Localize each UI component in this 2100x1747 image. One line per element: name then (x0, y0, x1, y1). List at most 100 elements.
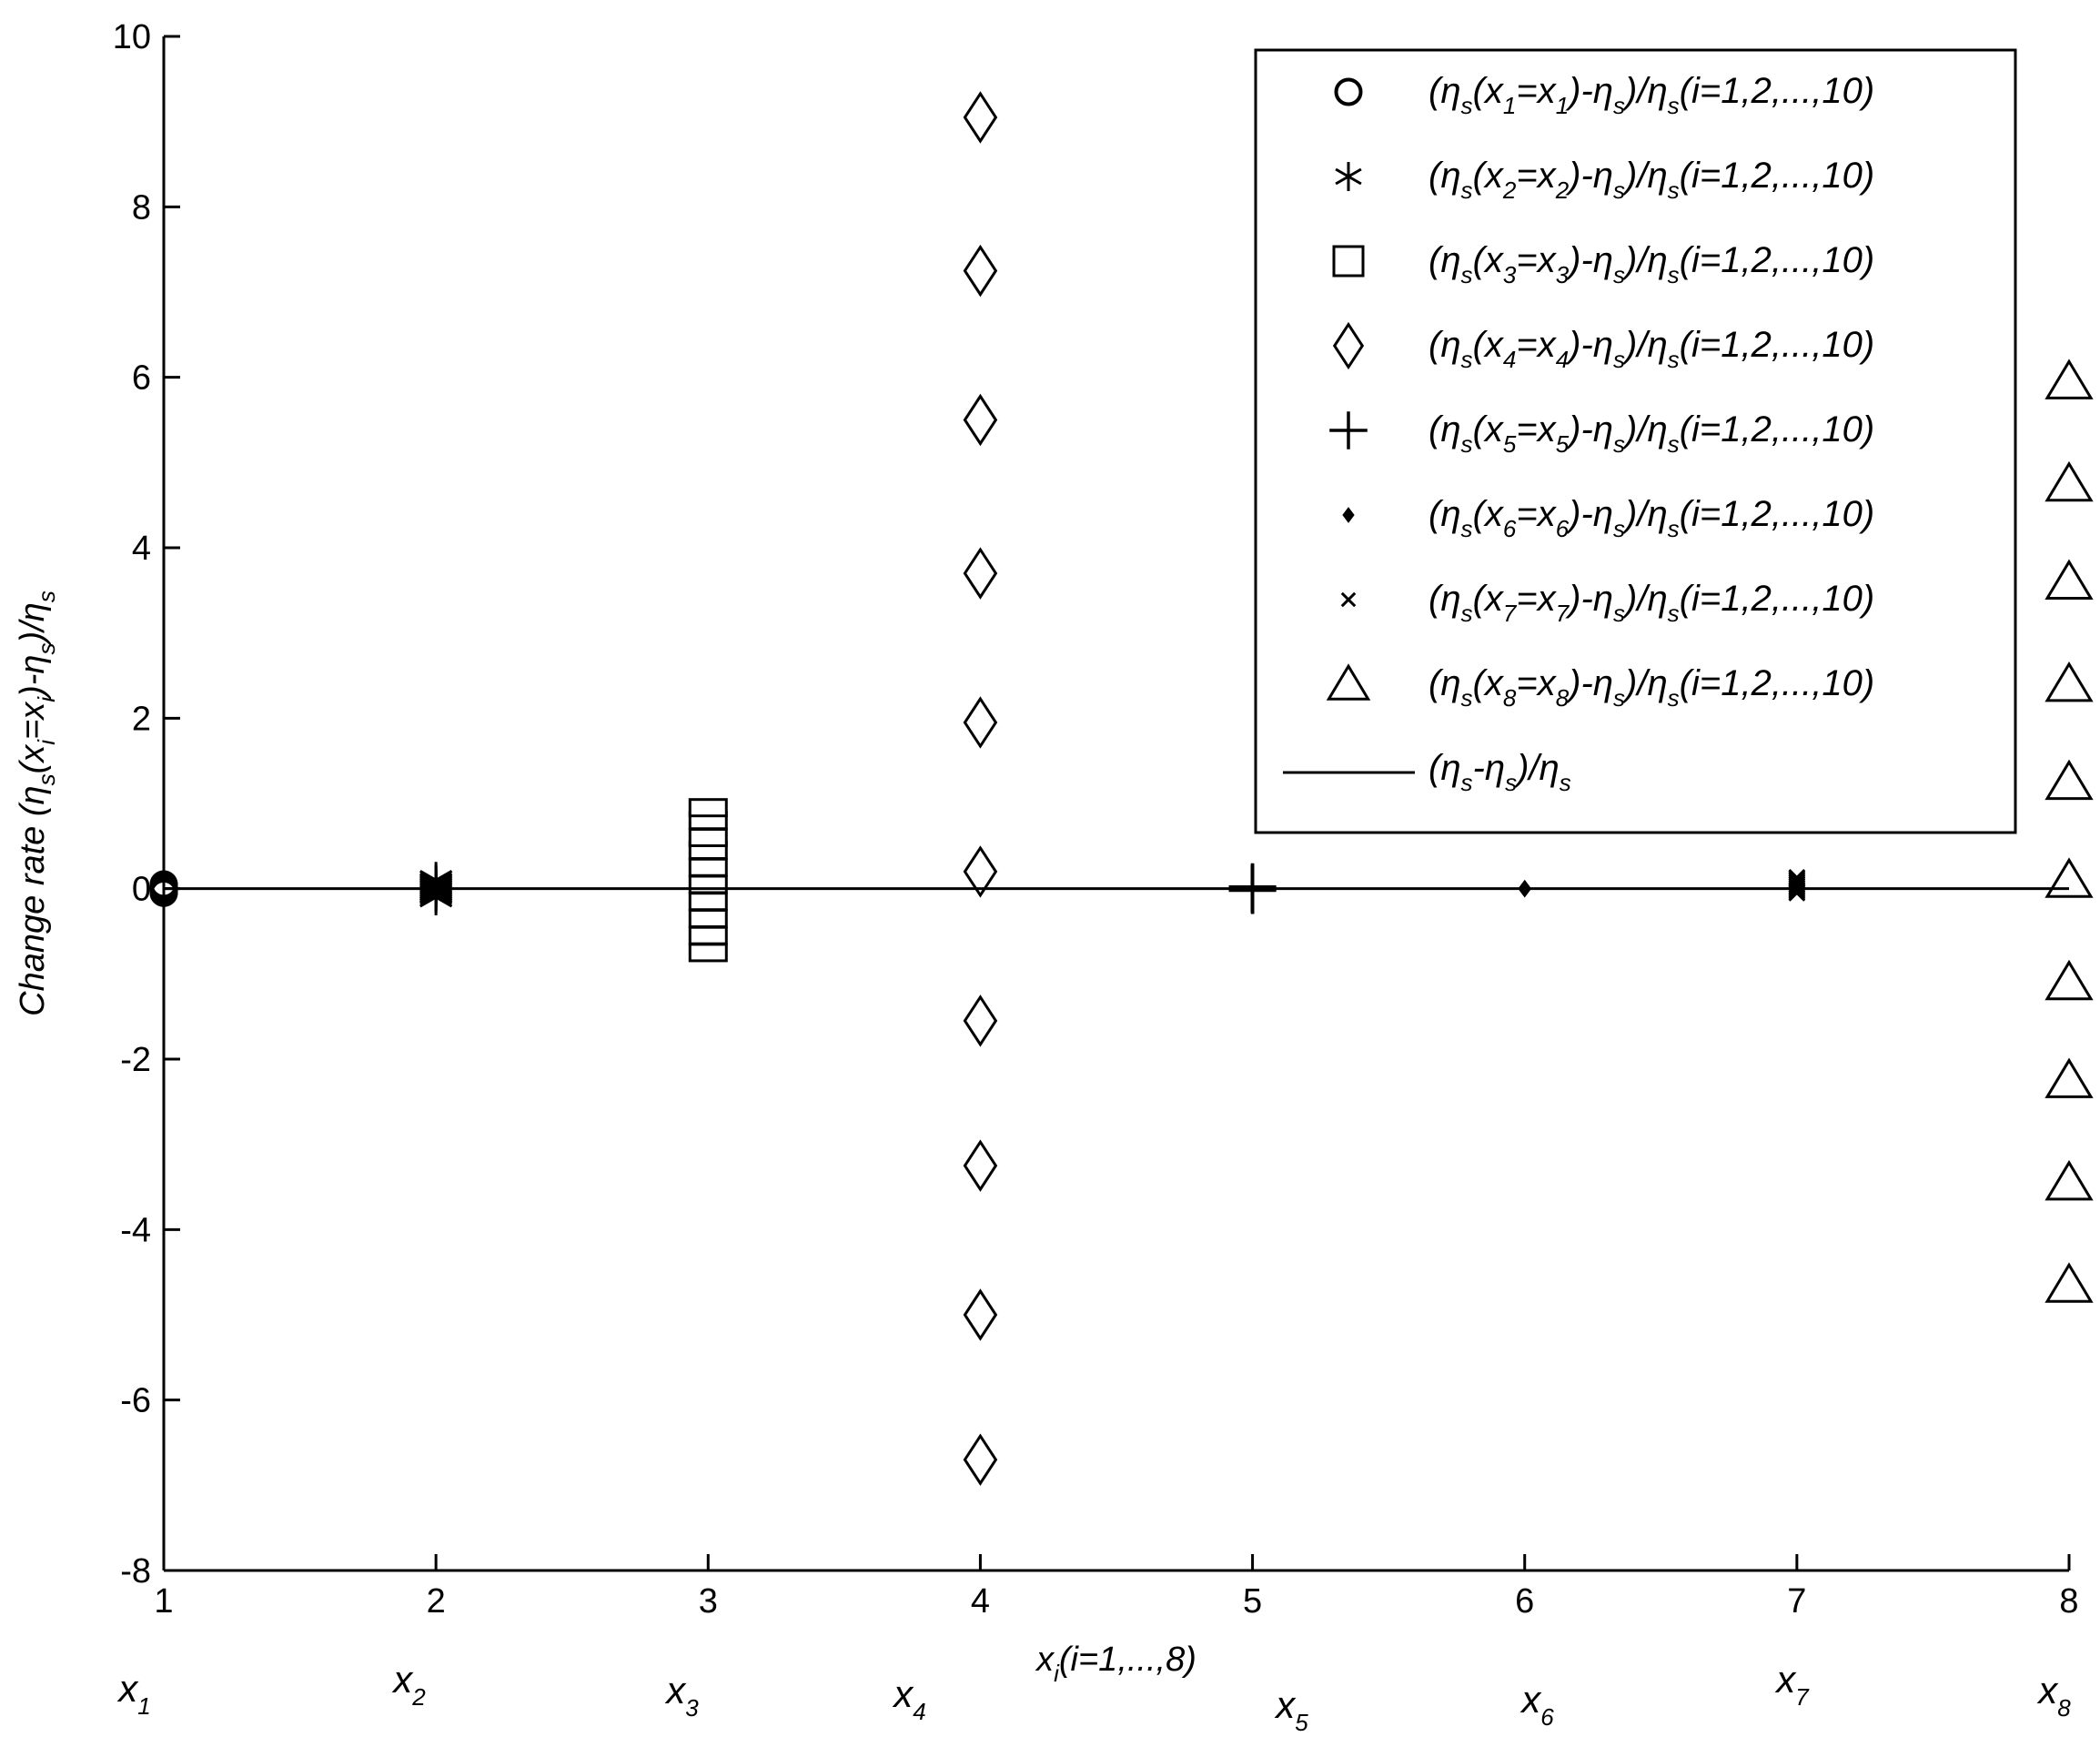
y-tick-label: 2 (132, 700, 151, 738)
marker-x (1340, 591, 1357, 608)
y-tick-label: 0 (132, 871, 151, 909)
y-tick-label: 6 (132, 359, 151, 398)
marker-triangle (2044, 460, 2094, 502)
series-8 (2044, 358, 2094, 1303)
legend-label: (ηs(x5=x5)-ηs)/ηs(i=1,2,...,10) (1429, 409, 1874, 458)
x-variable-label: x1 (116, 1667, 150, 1720)
y-tick-label: 8 (132, 188, 151, 227)
marker-triangle (2044, 1057, 2094, 1098)
y-tick-label: -8 (120, 1552, 151, 1590)
x-tick-label: 8 (2059, 1582, 2078, 1621)
marker-asterisk (419, 862, 453, 899)
marker-diamond (963, 995, 998, 1047)
marker-diamond (963, 393, 998, 447)
marker-circle (149, 870, 178, 899)
marker-square (688, 908, 728, 928)
marker-asterisk (1335, 162, 1362, 191)
marker-plus (1329, 411, 1368, 449)
axes (162, 36, 2069, 1572)
series-1 (149, 870, 178, 907)
y-tick-label: 10 (113, 18, 151, 56)
x-variable-label: x2 (391, 1658, 426, 1711)
marker-diamond (963, 244, 998, 298)
legend-label: (ηs(x7=x7)-ηs)/ηs(i=1,2,...,10) (1429, 579, 1874, 627)
marker-square (688, 874, 728, 894)
marker-diamond (963, 696, 998, 749)
legend-entry: (ηs(x1=x1)-ηs)/ηs(i=1,2,...,10) (1334, 71, 1874, 119)
y-axis-label-text: Change rate (ηs(xi=xi)-ηs)/ηs (14, 591, 60, 1016)
y-tick-label: -6 (120, 1382, 151, 1420)
marker-square (688, 798, 728, 818)
legend-label: (ηs-ηs)/ηs (1429, 748, 1571, 796)
x-axis-label: xi(i=1,...,8) (1035, 1641, 1196, 1687)
marker-x (1788, 869, 1806, 886)
x-tick-label: 7 (1787, 1582, 1806, 1621)
legend-entry: (ηs(x6=x6)-ηs)/ηs(i=1,2,...,10) (1342, 494, 1874, 542)
marker-triangle (2044, 959, 2094, 1001)
legend-entry: (ηs(x5=x5)-ηs)/ηs(i=1,2,...,10) (1329, 409, 1874, 458)
marker-diamond (1332, 321, 1365, 370)
x-tick-label: 3 (699, 1582, 718, 1621)
legend-label: (ηs(x1=x1)-ηs)/ηs(i=1,2,...,10) (1429, 71, 1874, 119)
legend-entry: (ηs(x7=x7)-ηs)/ηs(i=1,2,...,10) (1340, 579, 1874, 627)
marker-triangle (2044, 661, 2094, 702)
marker-diamond (963, 91, 998, 144)
x-variable-label: x7 (1774, 1658, 1810, 1711)
marker-diamond (963, 547, 998, 600)
x-variable-label: x3 (664, 1669, 699, 1722)
marker-diamond (963, 845, 998, 898)
x-ticks: 1 2 3 4 5 6 7 8 (154, 1554, 2079, 1621)
x-axis-label-text: xi(i=1,...,8) (1035, 1641, 1196, 1687)
marker-circle (1334, 77, 1363, 106)
y-tick-label: -2 (120, 1041, 151, 1079)
series-layer (149, 91, 2094, 1486)
legend-box (1254, 48, 2017, 834)
marker-diamond (963, 1139, 998, 1192)
marker-triangle (2044, 759, 2094, 801)
legend-label: (ηs(x2=x2)-ηs)/ηs(i=1,2,...,10) (1429, 156, 1874, 204)
x-tick-label: 2 (427, 1582, 446, 1621)
x-tick-label: 6 (1515, 1582, 1534, 1621)
marker-triangle (2044, 358, 2094, 399)
legend-entry: (ηs-ηs)/ηs (1283, 748, 1571, 796)
legend-label: (ηs(x6=x6)-ηs)/ηs(i=1,2,...,10) (1429, 494, 1874, 542)
marker-triangle (2044, 1262, 2094, 1303)
legend-entry: (ηs(x2=x2)-ηs)/ηs(i=1,2,...,10) (1335, 156, 1874, 204)
marker-square (688, 827, 728, 847)
y-tick-label: 4 (132, 530, 151, 568)
x-tick-label: 4 (971, 1582, 990, 1621)
x-tick-label: 1 (154, 1582, 173, 1621)
legend-entry: (ηs(x8=x8)-ηs)/ηs(i=1,2,...,10) (1326, 663, 1874, 712)
x-tick-label: 5 (1243, 1582, 1262, 1621)
marker-triangle (2044, 559, 2094, 600)
y-axis-label: Change rate (ηs(xi=xi)-ηs)/ηs (14, 591, 60, 1016)
marker-triangle (1326, 663, 1371, 701)
marker-square (688, 857, 728, 877)
legend-entry: (ηs(x3=x3)-ηs)/ηs(i=1,2,...,10) (1332, 240, 1874, 288)
x-variable-label: x5 (1274, 1683, 1308, 1736)
marker-dot (1342, 507, 1355, 523)
series-3 (688, 798, 728, 963)
marker-square (688, 892, 728, 912)
x-variable-label: x4 (892, 1672, 925, 1725)
marker-plus (1228, 863, 1277, 911)
legend-label: (ηs(x3=x3)-ηs)/ηs(i=1,2,...,10) (1429, 240, 1874, 288)
marker-triangle (2044, 1159, 2094, 1201)
legend-entry: (ηs(x4=x4)-ηs)/ηs(i=1,2,...,10) (1332, 321, 1874, 373)
series-4 (963, 91, 998, 1486)
marker-diamond (963, 1288, 998, 1341)
marker-square (688, 925, 728, 945)
marker-triangle (2044, 857, 2094, 898)
marker-square (688, 943, 728, 963)
series-7 (1788, 869, 1806, 902)
legend-label: (ηs(x4=x4)-ηs)/ηs(i=1,2,...,10) (1429, 325, 1874, 373)
legend: (ηs(x1=x1)-ηs)/ηs(i=1,2,...,10) (ηs(x2=x2… (1254, 48, 2017, 834)
legend-label: (ηs(x8=x8)-ηs)/ηs(i=1,2,...,10) (1429, 663, 1874, 712)
y-tick-label: -4 (120, 1211, 151, 1249)
x-variable-label: x8 (2036, 1669, 2071, 1722)
x-variable-label: x6 (1519, 1678, 1554, 1731)
marker-diamond (963, 1433, 998, 1486)
marker-square (1332, 245, 1365, 278)
y-ticks: -8 -6 -4 -2 0 2 4 6 8 10 (113, 18, 180, 1590)
